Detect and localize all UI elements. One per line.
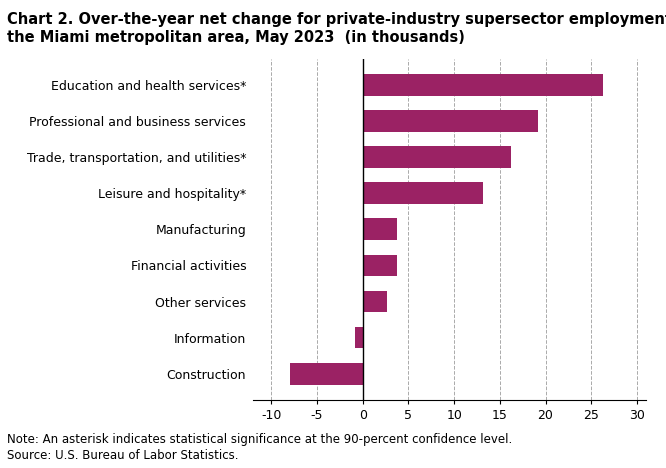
Bar (363, 146, 511, 168)
Bar (356, 327, 363, 349)
Bar (363, 291, 388, 312)
Text: Source: U.S. Bureau of Labor Statistics.: Source: U.S. Bureau of Labor Statistics. (7, 449, 238, 462)
Bar (363, 219, 398, 240)
Text: the Miami metropolitan area, May 2023  (in thousands): the Miami metropolitan area, May 2023 (i… (7, 30, 465, 45)
Bar (363, 183, 484, 204)
Text: Chart 2. Over-the-year net change for private-industry supersector employment in: Chart 2. Over-the-year net change for pr… (7, 12, 666, 27)
Bar (363, 110, 538, 132)
Bar (290, 363, 363, 385)
Bar (363, 74, 603, 95)
Text: Note: An asterisk indicates statistical significance at the 90-percent confidenc: Note: An asterisk indicates statistical … (7, 433, 512, 446)
Bar (363, 255, 396, 276)
